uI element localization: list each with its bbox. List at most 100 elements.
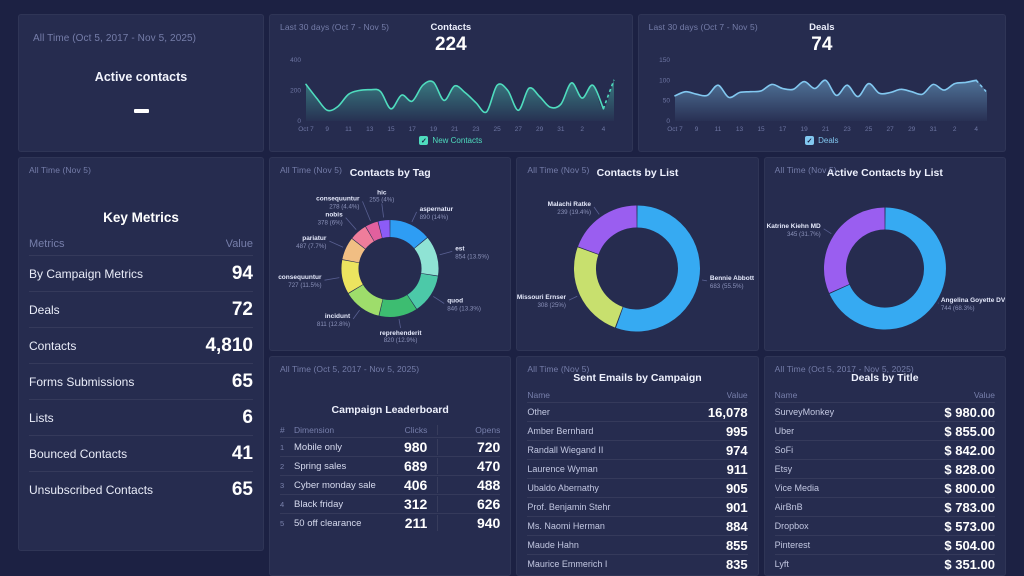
svg-text:consequuntur: consequuntur [278, 274, 322, 281]
svg-text:100: 100 [659, 77, 670, 84]
svg-text:incidunt: incidunt [325, 313, 351, 320]
svg-text:27: 27 [515, 126, 523, 133]
table-cell: Bounced Contacts [29, 446, 128, 461]
table-row: Ms. Naomi Herman 884 [527, 516, 748, 535]
donut-slice [378, 220, 391, 238]
panel-title: Campaign Leaderboard [331, 404, 449, 416]
table-row: 2 Spring sales 689 470 [280, 456, 501, 475]
panel-contacts-trend: Last 30 days (Oct 7 - Nov 5) Contacts 22… [269, 14, 633, 152]
donut-slice [352, 226, 375, 250]
svg-text:9: 9 [694, 126, 698, 133]
svg-text:Malachi Ratke: Malachi Ratke [548, 201, 592, 208]
table-cell: Contacts [29, 338, 77, 353]
chart-legend[interactable]: ✓ New Contacts [280, 134, 622, 147]
legend-checkbox-icon[interactable]: ✓ [419, 136, 429, 145]
table-cell: 65 [231, 370, 253, 392]
table-row: Contacts 4,810 [29, 327, 253, 363]
table-cell: Vice Media [774, 483, 820, 493]
table-cell: 65 [231, 478, 253, 500]
chart-title: Deals [809, 22, 835, 33]
panel-title: Sent Emails by Campaign [573, 372, 702, 384]
period-label: All Time (Nov 5) [774, 165, 837, 175]
table-cell: $ 855.00 [944, 423, 995, 439]
table-row: Amber Bernhard 995 [527, 421, 748, 440]
period-label: All Time (Oct 5, 2017 - Nov 5, 2025) [33, 33, 197, 44]
svg-text:487 (7.7%): 487 (7.7%) [296, 243, 326, 250]
table-row: Randall Wiegand II 974 [527, 440, 748, 459]
table-row: Laurence Wyman 911 [527, 459, 748, 478]
svg-text:27: 27 [886, 126, 894, 133]
table-cell: 2 [280, 461, 285, 471]
table-cell: 980 [382, 439, 439, 455]
table-row: 3 Cyber monday sale 406 488 [280, 475, 501, 494]
donut-slice [823, 207, 885, 294]
svg-text:23: 23 [472, 126, 480, 133]
donut-slice [414, 237, 439, 276]
table-row: Forms Submissions 65 [29, 363, 253, 399]
svg-text:378 (6%): 378 (6%) [318, 220, 343, 227]
panel-contacts-by-list: All Time (Nov 5) Contacts by List Bennie… [516, 157, 759, 351]
svg-text:29: 29 [908, 126, 916, 133]
table-cell: 5 [280, 518, 285, 528]
table-row: Deals 72 [29, 291, 253, 327]
table-cell: 406 [382, 477, 439, 493]
period-label: All Time (Nov 5) [280, 165, 343, 175]
svg-text:23: 23 [843, 126, 851, 133]
svg-text:21: 21 [822, 126, 830, 133]
donut-slice [342, 238, 366, 264]
donut-slice [578, 205, 638, 255]
svg-text:239 (19.4%): 239 (19.4%) [558, 209, 592, 216]
table-cell: $ 783.00 [944, 499, 995, 515]
period-label: All Time (Nov 5) [29, 165, 92, 175]
svg-text:744 (68.3%): 744 (68.3%) [941, 305, 975, 312]
table-row: SoFi $ 842.00 [774, 440, 995, 459]
table-cell: Deals [29, 302, 60, 317]
svg-text:400: 400 [290, 57, 301, 64]
svg-text:683 (55.5%): 683 (55.5%) [710, 283, 744, 290]
table-cell: Prof. Benjamin Stehr [527, 502, 611, 512]
donut-slice [574, 247, 624, 328]
table-cell: Forms Submissions [29, 374, 135, 389]
table-row: AirBnB $ 783.00 [774, 497, 995, 516]
chart-header: Contacts 224 [280, 22, 622, 56]
svg-text:29: 29 [536, 126, 544, 133]
chart-legend[interactable]: ✓ Deals [649, 134, 995, 147]
table-cell: 211 [382, 515, 439, 531]
legend-label[interactable]: New Contacts [432, 136, 483, 145]
svg-text:15: 15 [387, 126, 395, 133]
table-cell: 835 [725, 556, 748, 572]
svg-text:nobis: nobis [325, 212, 343, 219]
column-header: Clicks [382, 424, 439, 435]
table-cell: 884 [725, 518, 748, 534]
svg-text:hic: hic [377, 190, 387, 197]
svg-text:Oct 7: Oct 7 [667, 126, 683, 133]
svg-text:aspernatur: aspernatur [420, 206, 454, 213]
table-row: Uber $ 855.00 [774, 421, 995, 440]
svg-text:2: 2 [580, 126, 584, 133]
active-contacts-by-list-donut-chart: Angelina Goyette DVM 744 (68.3%) Katrine K… [765, 179, 1005, 350]
svg-text:pariatur: pariatur [302, 235, 327, 242]
donut-slice [341, 260, 364, 294]
svg-text:854 (13.5%): 854 (13.5%) [455, 253, 489, 260]
table-cell: $ 573.00 [944, 518, 995, 534]
donut-slice [365, 221, 383, 242]
legend-label[interactable]: Deals [818, 136, 839, 145]
panel-active-contacts-by-list: All Time (Nov 5) Active Contacts by List… [763, 157, 1006, 351]
table-row: By Campaign Metrics 94 [29, 255, 253, 291]
table-cell: $ 800.00 [944, 480, 995, 496]
table-row: Ubaldo Abernathy 905 [527, 478, 748, 497]
panel-deals-by-title: All Time (Oct 5, 2017 - Nov 5, 2025) Dea… [763, 356, 1006, 576]
period-label: Last 30 days (Oct 7 - Nov 5) [280, 22, 390, 32]
campaign-leaderboard-table: # Dimension Clicks Opens 1 Mobile only 980 720 2… [270, 422, 510, 532]
table-cell: Other [527, 407, 550, 417]
empty-value-dash [133, 109, 149, 113]
key-metrics-table: Metrics Value By Campaign Metrics 94 Deals 72… [19, 233, 263, 507]
legend-checkbox-icon[interactable]: ✓ [805, 136, 815, 145]
svg-text:25: 25 [865, 126, 873, 133]
table-cell: 488 [476, 477, 501, 493]
table-cell: 689 [382, 458, 439, 474]
table-cell: 720 [476, 439, 501, 455]
table-cell: 72 [231, 298, 253, 320]
table-cell: Unsubscribed Contacts [29, 482, 154, 497]
table-row: Unsubscribed Contacts 65 [29, 471, 253, 507]
